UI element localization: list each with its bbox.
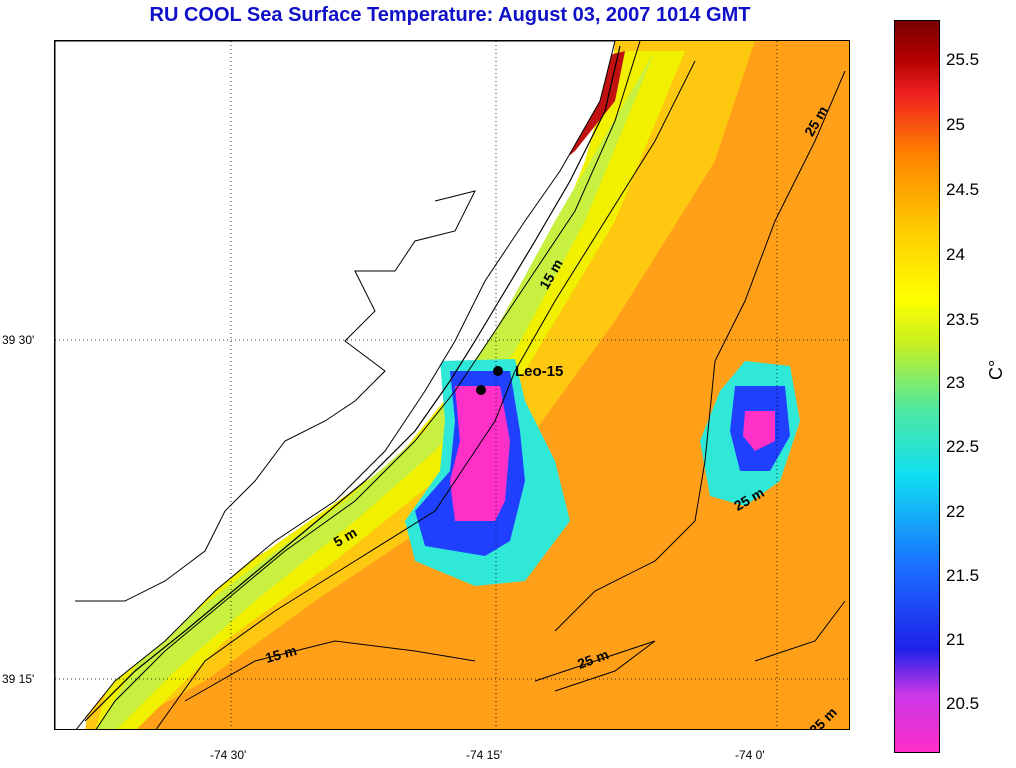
station-label-leo15: Leo-15 (515, 363, 564, 380)
lon-label-74-30: -74 30' (210, 748, 247, 762)
ocean-coastal-band (96, 51, 655, 729)
offshore-cold-core (743, 411, 775, 451)
colorbar-tick-25-5: 25.5 (946, 50, 980, 69)
gridlines (55, 41, 849, 729)
colorbar-unit: C° (986, 359, 1006, 380)
lat-label-39-30: 39 30' (2, 333, 35, 347)
colorbar (894, 20, 940, 753)
depth-contour-25m (554, 70, 846, 632)
colorbar-tick-22-5: 22.5 (946, 437, 980, 456)
depth-contour-25m-se (754, 600, 846, 662)
depth-contour-15m (155, 60, 696, 729)
colorbar-tick-25: 25 (946, 115, 965, 134)
lon-label-74-15: -74 15' (466, 748, 503, 762)
station-marker-leo15-a[interactable] (493, 366, 503, 376)
colorbar-tick-20-5: 20.5 (946, 694, 980, 713)
colorbar-tick-24: 24 (946, 245, 965, 264)
depth-contour-15m-south (184, 640, 476, 702)
chart-title: RU COOL Sea Surface Temperature: August … (149, 4, 751, 26)
lon-label-74-0: -74 0' (735, 748, 765, 762)
colorbar-tick-21: 21 (946, 630, 965, 649)
colorbar-tick-21-5: 21.5 (946, 566, 980, 585)
colorbar-tick-22: 22 (946, 502, 965, 521)
map-canvas (55, 41, 849, 729)
sst-map[interactable]: Leo-15 25 m 15 m 5 m 25 m 15 m 25 m 25 m (54, 40, 850, 730)
lat-label-39-15: 39 15' (2, 672, 35, 686)
coastline-marsh (75, 190, 476, 602)
colorbar-tick-24-5: 24.5 (946, 180, 980, 199)
colorbar-tick-23-5: 23.5 (946, 310, 980, 329)
land-mass (55, 41, 616, 729)
coastline-barrier (84, 45, 621, 722)
depth-contour-5m (95, 41, 641, 729)
station-marker-leo15-b[interactable] (476, 385, 486, 395)
colorbar-tick-23: 23 (946, 373, 965, 392)
depth-contour-25m-south (534, 640, 656, 692)
